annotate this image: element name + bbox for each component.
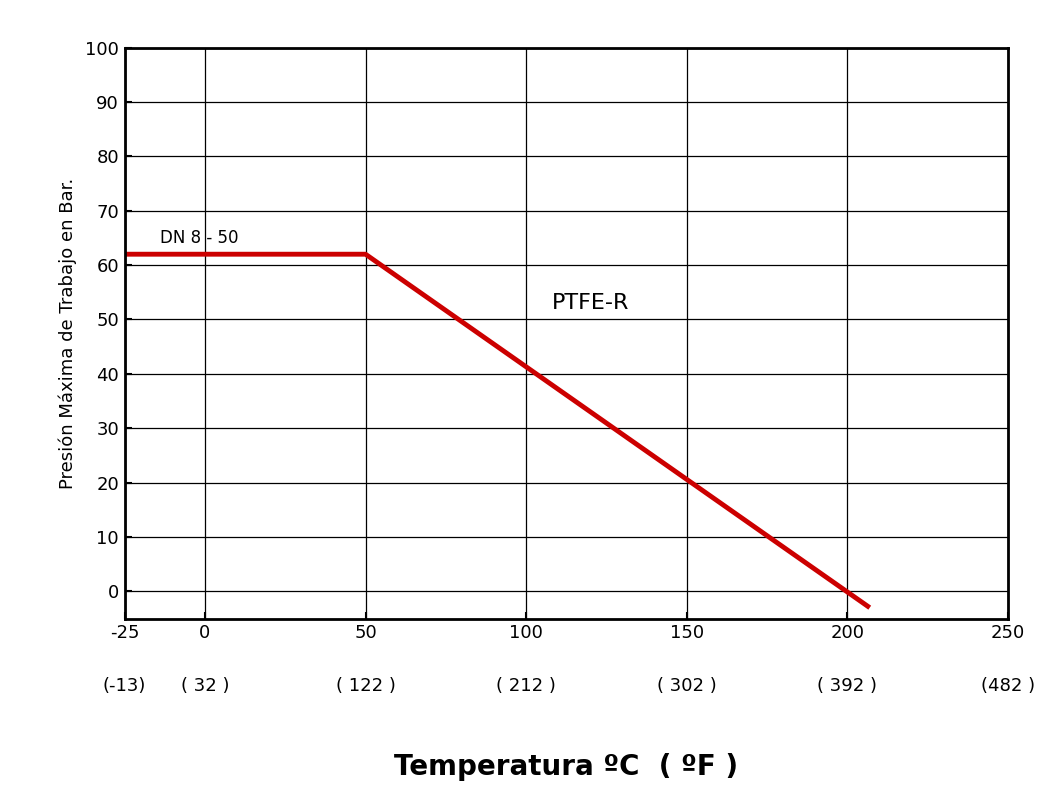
Text: Temperatura ºC  ( ºF ): Temperatura ºC ( ºF ) xyxy=(394,753,739,781)
Text: (482 ): (482 ) xyxy=(981,677,1035,695)
Y-axis label: Presión Máxima de Trabajo en Bar.: Presión Máxima de Trabajo en Bar. xyxy=(58,178,77,488)
Text: ( 302 ): ( 302 ) xyxy=(657,677,717,695)
Text: PTFE-R: PTFE-R xyxy=(552,293,630,312)
Text: ( 122 ): ( 122 ) xyxy=(336,677,396,695)
Text: ( 392 ): ( 392 ) xyxy=(818,677,877,695)
Text: ( 212 ): ( 212 ) xyxy=(497,677,556,695)
Text: DN 8 - 50: DN 8 - 50 xyxy=(160,229,239,247)
Text: (-13): (-13) xyxy=(103,677,146,695)
Text: ( 32 ): ( 32 ) xyxy=(181,677,230,695)
